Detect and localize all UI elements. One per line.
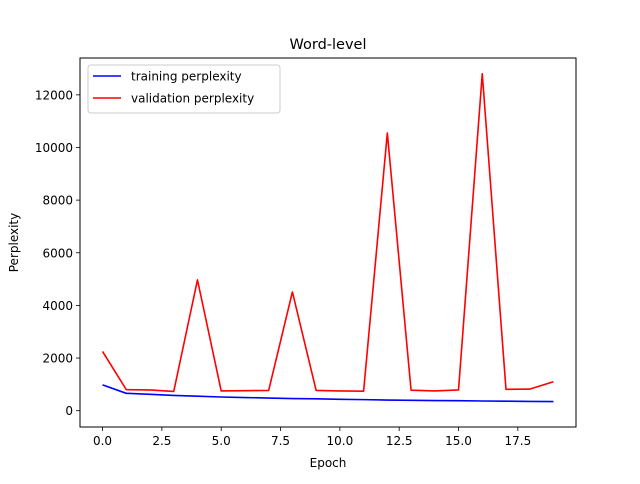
x-tick-label: 12.5 bbox=[386, 434, 413, 448]
x-tick-label: 0.0 bbox=[93, 434, 112, 448]
x-tick-label: 17.5 bbox=[504, 434, 531, 448]
y-tick-label: 4000 bbox=[42, 299, 73, 313]
legend-label: training perplexity bbox=[131, 70, 242, 84]
x-axis-label: Epoch bbox=[310, 456, 347, 470]
y-axis: 0 2000 4000 6000 8000 10000 12000 bbox=[35, 88, 80, 418]
y-tick-label: 12000 bbox=[35, 88, 73, 102]
legend-box bbox=[87, 64, 281, 114]
plot-frame bbox=[79, 57, 577, 428]
x-tick-label: 15.0 bbox=[445, 434, 472, 448]
y-tick-label: 10000 bbox=[35, 141, 73, 155]
chart-title: Word-level bbox=[290, 37, 367, 53]
x-tick-label: 10.0 bbox=[327, 434, 354, 448]
legend-label: validation perplexity bbox=[131, 92, 254, 106]
plot-area bbox=[101, 72, 554, 403]
y-tick-label: 0 bbox=[65, 404, 73, 418]
y-axis-label: Perplexity bbox=[7, 213, 21, 273]
series-line-validation bbox=[101, 72, 554, 393]
x-axis: 0.0 2.5 5.0 7.5 10.0 12.5 15.0 17.5 bbox=[93, 427, 531, 448]
y-tick-label: 8000 bbox=[42, 194, 73, 208]
y-tick-label: 6000 bbox=[42, 246, 73, 260]
x-tick-label: 7.5 bbox=[271, 434, 290, 448]
legend: training perplexity validation perplexity bbox=[87, 64, 281, 114]
x-tick-label: 5.0 bbox=[212, 434, 231, 448]
y-tick-label: 2000 bbox=[42, 352, 73, 366]
series-line-training bbox=[102, 384, 554, 403]
x-tick-label: 2.5 bbox=[152, 434, 171, 448]
